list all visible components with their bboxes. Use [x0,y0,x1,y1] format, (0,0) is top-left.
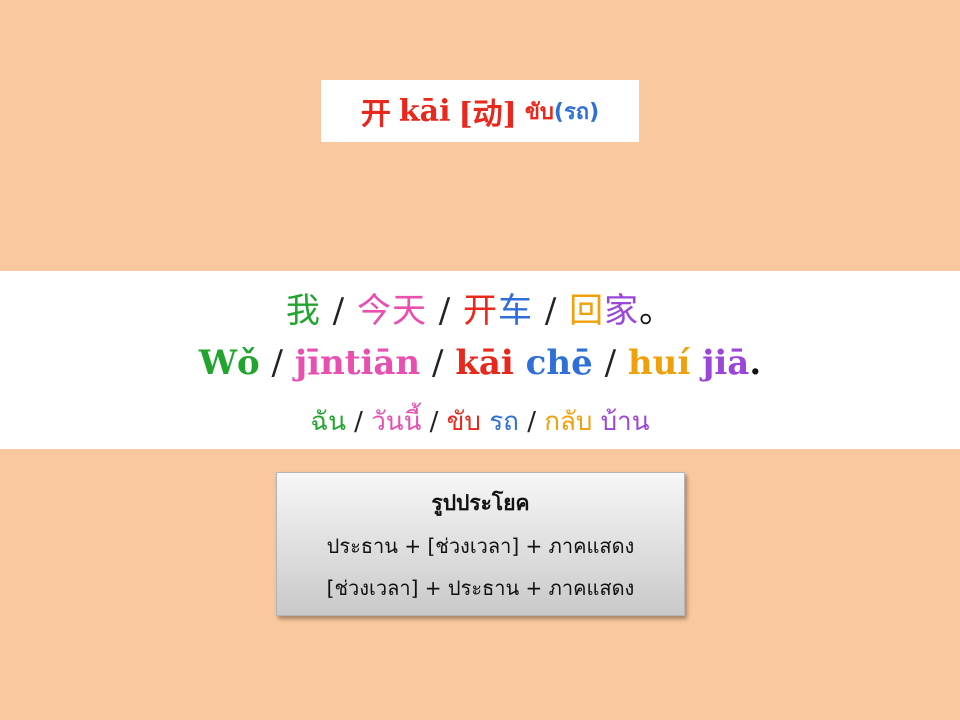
pattern-time: [ช่วงเวลา] [427,534,520,558]
separator: / [544,291,558,331]
separator: / [438,291,452,331]
pattern-subject: ประธาน [326,534,398,558]
pattern-plus: + [404,534,422,558]
separator: / [429,407,439,437]
thai-word-subject: ฉัน [310,407,346,437]
hanzi-word-time: 今天 [356,291,427,331]
title-pinyin: kāi [398,93,451,129]
thai-word-object: รถ [489,407,519,437]
pattern-time: [ช่วงเวลา] [326,576,419,600]
title-hanzi: 开 [360,97,391,132]
pinyin-word-object: chē [525,343,593,383]
separator: / [354,407,363,437]
separator: / [604,343,617,383]
thai-word-verb2: กลับ [544,407,593,437]
pinyin-word-place: jiā [702,343,750,383]
separator: / [432,343,444,383]
pattern-row-2: [ช่วงเวลา] + ประธาน + ภาคแสดง [277,572,684,604]
pinyin-word-subject: Wǒ [198,343,260,383]
separator: / [527,407,536,437]
sentence-thai-line: ฉัน / วันนี้ / ขับ รถ / กลับ บ้าน [0,401,960,442]
pattern-predicate: ภาคแสดง [548,576,635,600]
pattern-plus: + [525,576,543,600]
pinyin-word-verb1: kāi [455,343,514,383]
pattern-predicate: ภาคแสดง [548,534,635,558]
separator: / [332,291,346,331]
thai-word-time: วันนี้ [371,407,422,437]
title-box: 开 kāi [动] ขับ (รถ) [321,80,639,142]
hanzi-word-place: 家 [604,291,640,331]
title-part-of-speech: [动] [458,97,517,132]
hanzi-word-subject: 我 [285,291,321,331]
separator: / [271,343,283,383]
example-sentence-band: 我 / 今天 / 开车 / 回家。 Wǒ / jīntiān / kāi chē… [0,271,960,449]
pinyin-word-verb2: huí [627,343,691,383]
pinyin-period: . [749,343,762,383]
hanzi-word-verb1: 开 [463,291,499,331]
pinyin-word-time: jīntiān [294,343,421,383]
pattern-row-1: ประธาน + [ช่วงเวลา] + ภาคแสดง [277,530,684,562]
pattern-subject: ประธาน [447,576,520,600]
hanzi-period: 。 [639,291,675,331]
sentence-hanzi-line: 我 / 今天 / 开车 / 回家。 [0,283,960,332]
title-thai-note: (รถ) [553,99,600,125]
pattern-plus: + [525,534,543,558]
thai-word-verb1: ขับ [446,407,481,437]
sentence-pattern-box: รูปประโยค ประธาน + [ช่วงเวลา] + ภาคแสดง … [276,472,685,616]
pattern-title: รูปประโยค [431,491,530,515]
hanzi-word-verb2: 回 [569,291,605,331]
title-thai-meaning: ขับ [524,99,554,125]
thai-word-place: บ้าน [600,407,650,437]
sentence-pinyin-line: Wǒ / jīntiān / kāi chē / huí jiā. [0,343,960,383]
hanzi-word-object: 车 [498,291,534,331]
pattern-plus: + [424,576,442,600]
